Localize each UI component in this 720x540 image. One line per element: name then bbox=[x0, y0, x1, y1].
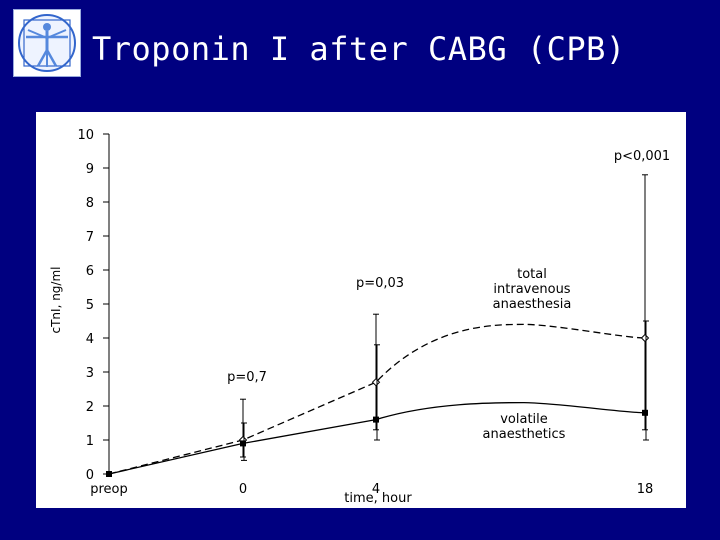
y-ticks: 0 1 2 3 4 5 6 7 8 9 10 bbox=[77, 128, 109, 483]
y-tick-label: 9 bbox=[86, 162, 94, 177]
y-tick-label: 5 bbox=[86, 298, 94, 313]
data-point-marker bbox=[373, 416, 379, 423]
markers-group bbox=[106, 174, 650, 477]
y-tick-label: 4 bbox=[86, 332, 94, 347]
x-axis-label: time, hour bbox=[344, 491, 412, 506]
tiva-label-line2: intravenous bbox=[493, 282, 570, 297]
y-tick-label: 3 bbox=[86, 366, 94, 381]
y-tick-label: 6 bbox=[86, 264, 94, 279]
x-tick-label: preop bbox=[90, 482, 128, 497]
y-tick-label: 1 bbox=[86, 434, 94, 449]
y-tick-label: 0 bbox=[86, 468, 94, 483]
vitruvian-logo bbox=[13, 9, 81, 77]
volatile-label-line1: volatile bbox=[500, 412, 548, 427]
y-tick-label: 2 bbox=[86, 400, 94, 415]
y-tick-label: 8 bbox=[86, 196, 94, 211]
p-value-time18: p<0,001 bbox=[614, 149, 670, 164]
data-point-marker bbox=[642, 409, 648, 416]
data-point-marker bbox=[106, 471, 112, 477]
data-point-marker bbox=[640, 333, 650, 343]
volatile-label-line2: anaesthetics bbox=[483, 427, 566, 442]
x-tick-label: 4 bbox=[372, 482, 380, 497]
series-line-volatile bbox=[108, 401, 646, 475]
tiva-label-line3: anaesthesia bbox=[493, 297, 572, 312]
slide-title: Troponin I after CABG (CPB) bbox=[92, 30, 626, 68]
data-point-marker bbox=[240, 440, 246, 447]
y-tick-label: 7 bbox=[86, 230, 94, 245]
p-value-time4: p=0,03 bbox=[356, 276, 404, 291]
p-value-time0: p=0,7 bbox=[227, 370, 267, 385]
x-tick-label: 0 bbox=[239, 482, 247, 497]
data-point-marker bbox=[371, 377, 381, 387]
y-axis-label: cTnI, ng/ml bbox=[49, 267, 63, 334]
x-ticks: preop 0 4 18 bbox=[90, 482, 653, 497]
chart-panel: 0 1 2 3 4 5 6 7 8 9 10 preop 0 4 18 time, hour cTnI, … bbox=[36, 112, 686, 508]
y-tick-label: 10 bbox=[77, 128, 94, 143]
series-group bbox=[108, 323, 646, 475]
series-line-tiva bbox=[108, 323, 646, 475]
x-tick-label: 18 bbox=[637, 482, 654, 497]
tiva-label-line1: total bbox=[517, 267, 547, 282]
